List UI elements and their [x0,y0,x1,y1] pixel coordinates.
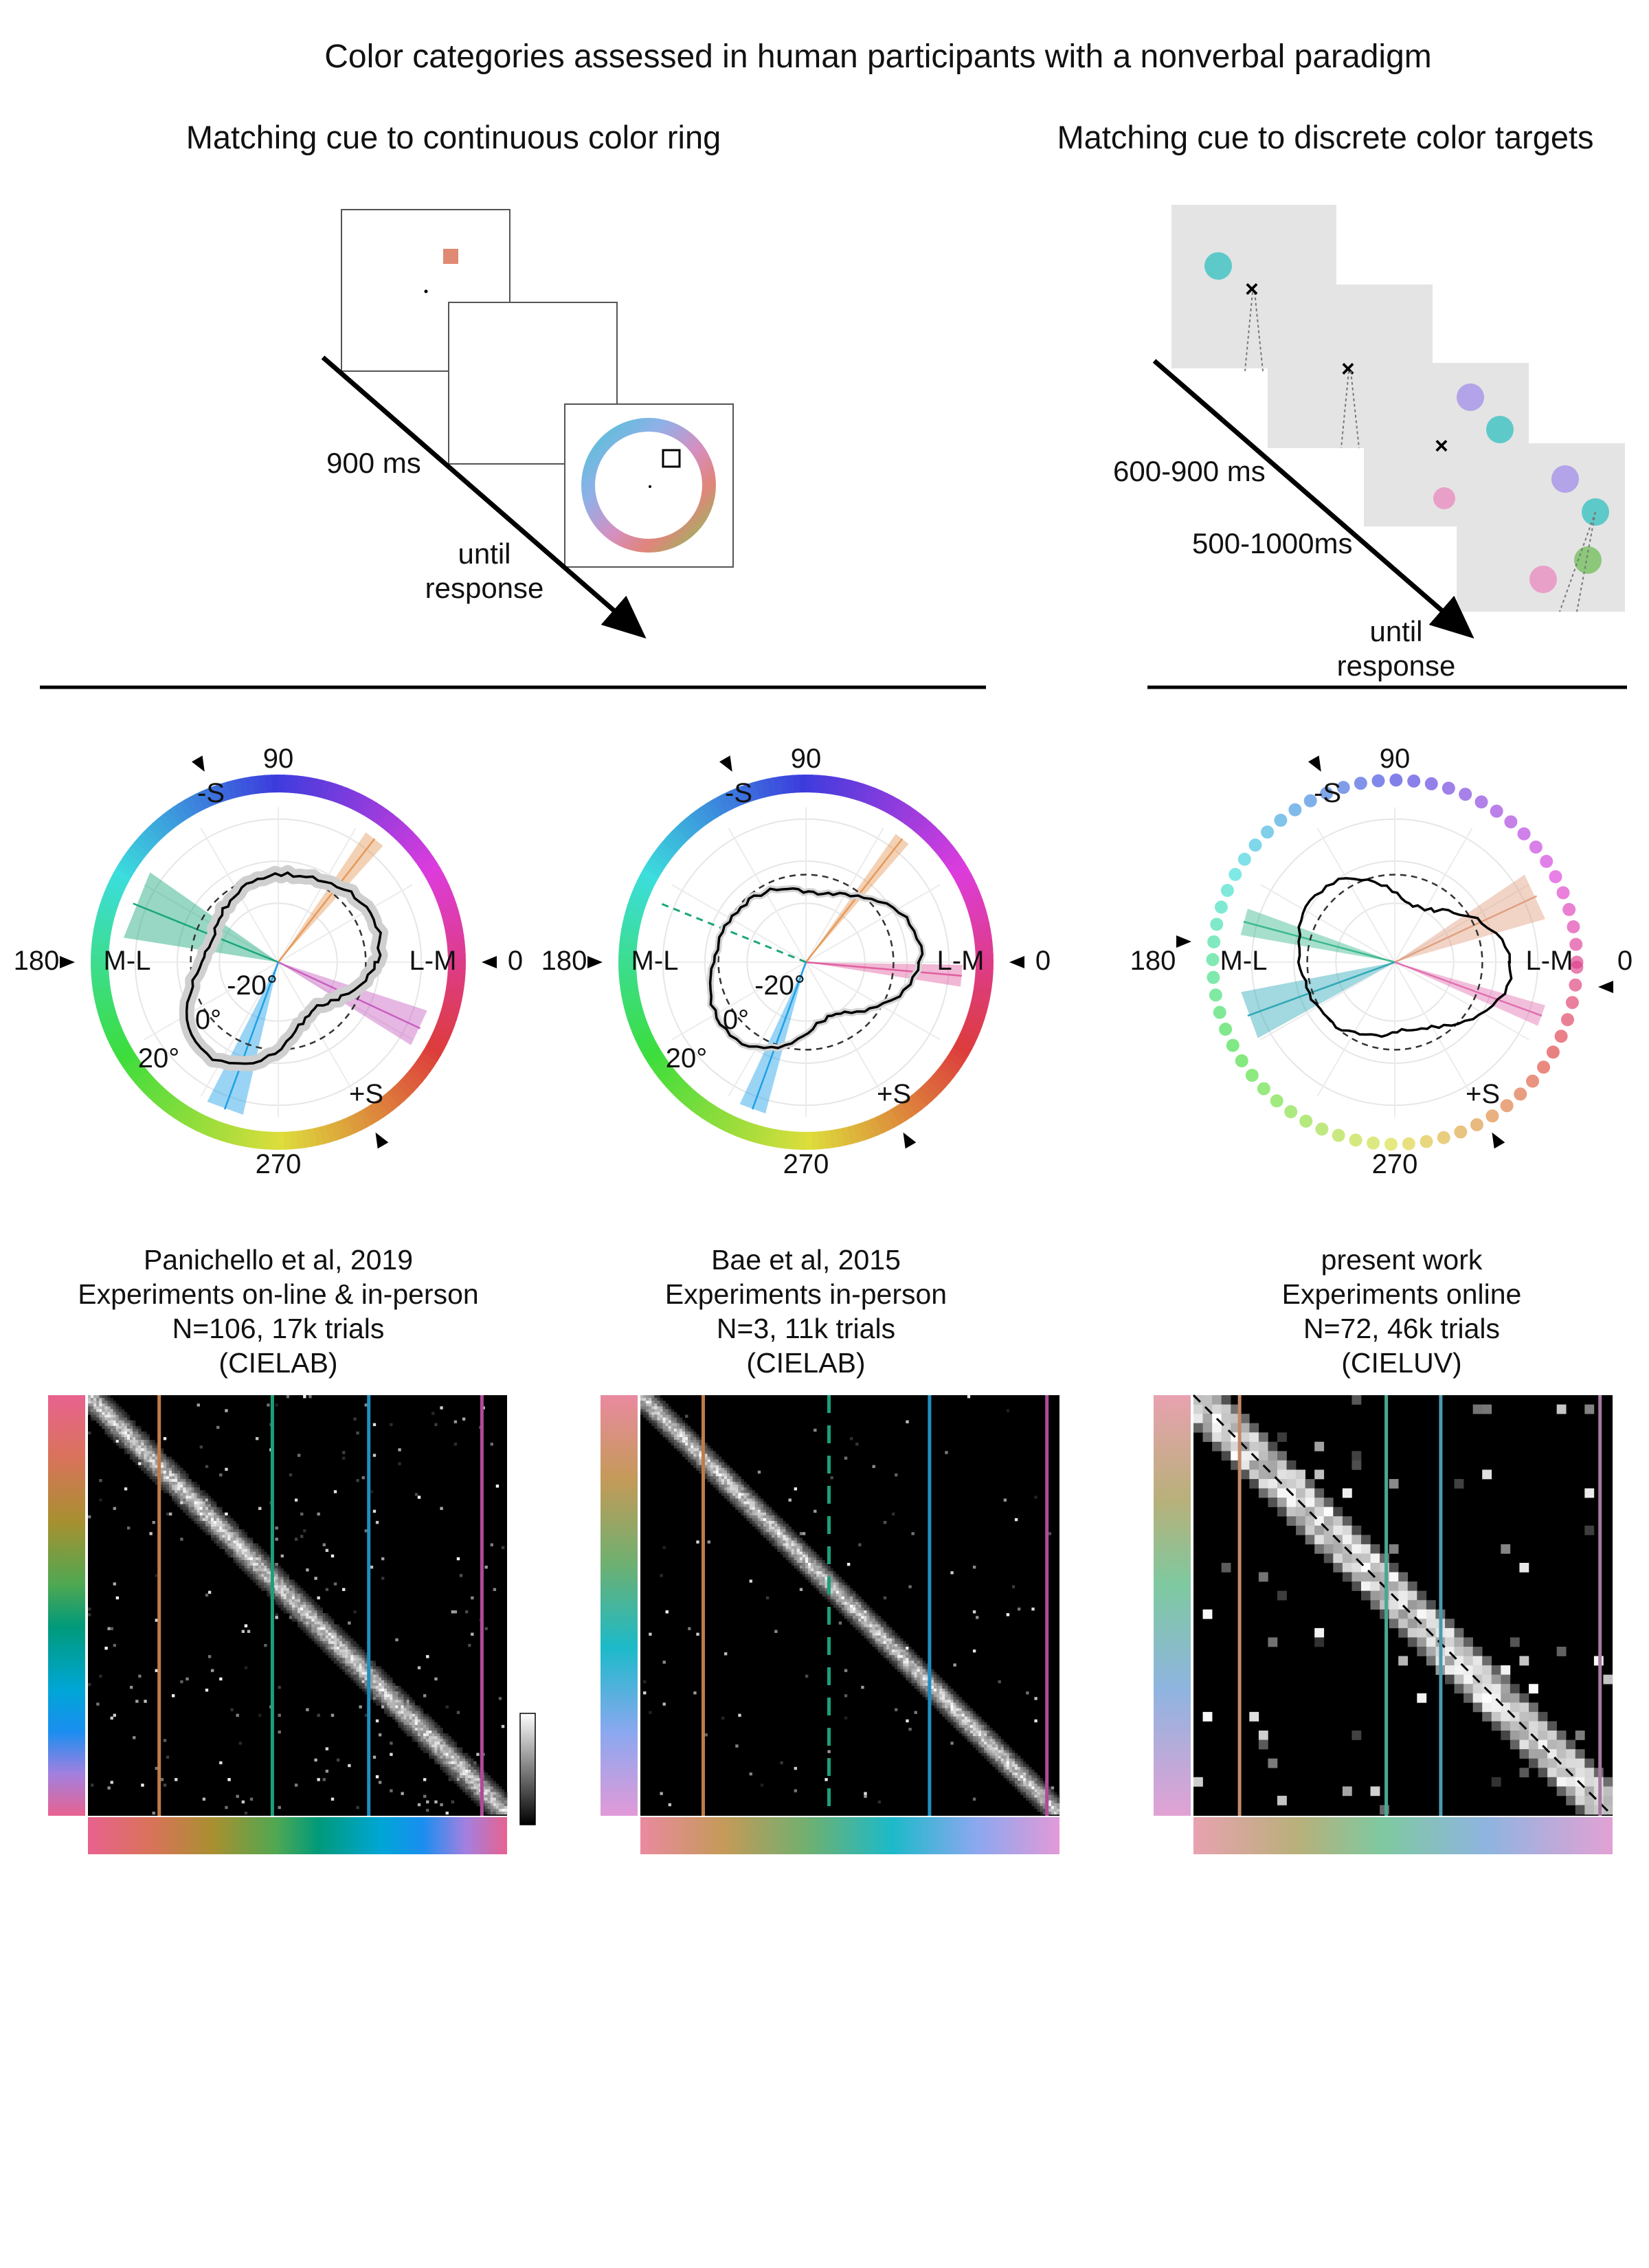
page-title: Color categories assessed in human parti… [324,38,1432,75]
radius-label-neg20: -20° [754,970,805,1001]
radius-label-0: 0° [722,1005,750,1035]
caption-line: (CIELAB) [218,1347,338,1379]
confusion-matrix-1 [601,1395,1060,1854]
svg-text:×: × [1435,433,1448,459]
timing-until-2: until [1369,615,1423,647]
radius-label-20: 20° [665,1043,708,1074]
axis-label-90: 90 [790,744,822,774]
caption-line: present work [1321,1244,1483,1276]
polar-plot-1 [587,755,1024,1150]
axis-label-ml: M-L [631,946,679,976]
timing-600-900: 600-900 ms [1113,455,1266,487]
intensity-scale-bar [519,1713,536,1825]
svg-text:×: × [1245,276,1259,302]
timing-response-2: response [1336,649,1456,682]
axis-label-0: 0 [1035,946,1051,976]
timing-until: until [458,537,511,570]
timing-response: response [425,572,544,604]
polar-plot-2 [1176,755,1613,1151]
caption-present: present work Experiments online N=72, 46… [1282,1243,1522,1380]
axis-label-90: 90 [1379,744,1411,774]
discrete-frame-3 [1364,363,1529,526]
caption-bae: Bae et al, 2015 Experiments in-person N=… [665,1243,947,1380]
polar-plot-0 [60,755,497,1150]
caption-line: N=3, 11k trials [716,1313,896,1344]
discrete-frame-1 [1171,205,1336,368]
axis-label-ml: M-L [1220,946,1268,976]
discrete-frame-2 [1268,285,1433,448]
continuous-ring-heading: Matching cue to continuous color ring [186,119,721,155]
caption-line: Experiments online [1281,1278,1522,1310]
axis-label-pos-s: +S [876,1079,912,1109]
stimulus-frame-1 [341,209,511,372]
timing-500-1000: 500-1000ms [1192,527,1353,559]
svg-text:×: × [1341,356,1355,382]
time-arrow-discrete [1152,359,1474,639]
caption-line: Bae et al, 2015 [711,1244,901,1276]
axis-label-pos-s: +S [348,1079,384,1109]
axis-label-90: 90 [262,744,294,774]
caption-line: (CIELUV) [1341,1347,1462,1379]
radius-label-neg20: -20° [227,970,278,1001]
discrete-frame-4 [1457,443,1625,612]
axis-label-0: 0 [507,946,524,976]
axis-label-pos-s: +S [1465,1079,1501,1109]
axis-label-180: 180 [541,946,587,976]
timing-900ms: 900 ms [326,447,421,479]
axis-label-270: 270 [783,1149,829,1179]
confusion-matrices-layer [48,1394,1614,1854]
discrete-targets-heading: Matching cue to discrete color targets [1057,119,1594,155]
axis-label-lm: L-M [1525,946,1573,976]
confusion-matrix-2 [1154,1394,1614,1854]
caption-panichello: Panichello et al, 2019 Experiments on-li… [78,1243,478,1380]
caption-line: N=106, 17k trials [172,1313,385,1344]
axis-label-180: 180 [1130,946,1176,976]
axis-label-lm: L-M [936,946,985,976]
radius-label-20: 20° [137,1043,180,1074]
axis-label-180: 180 [13,946,60,976]
axis-label-270: 270 [1371,1149,1418,1179]
axis-label-neg-s: -S [197,778,225,808]
polar-plots-layer [60,755,1613,1151]
caption-line: Panichello et al, 2019 [143,1244,414,1276]
axis-label-neg-s: -S [1314,778,1341,808]
cue-square [443,249,458,264]
stimulus-frame-2 [448,302,618,465]
caption-line: (CIELAB) [746,1347,866,1379]
axis-label-0: 0 [1617,946,1633,976]
response-color-ring [581,418,716,553]
caption-line: Experiments on-line & in-person [78,1278,479,1310]
axis-label-neg-s: -S [725,778,752,808]
radius-label-0: 0° [194,1005,222,1035]
caption-line: Experiments in-person [664,1278,947,1310]
axis-label-lm: L-M [409,946,457,976]
stimulus-frame-3 [564,403,734,568]
axis-label-270: 270 [255,1149,302,1179]
axis-label-ml: M-L [103,946,151,976]
confusion-matrix-0 [48,1395,508,1854]
caption-line: N=72, 46k trials [1303,1313,1500,1344]
